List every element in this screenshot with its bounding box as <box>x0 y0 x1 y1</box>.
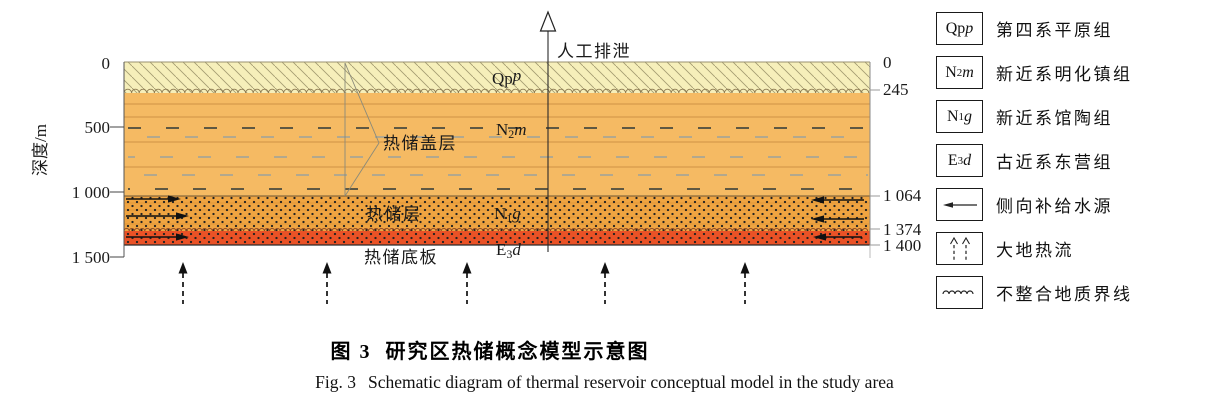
right-tick-245: 245 <box>883 80 909 99</box>
caprock-bracket <box>344 62 380 197</box>
depth-axis-left: 0 500 1 000 1 500 深度/m <box>31 54 124 267</box>
stratum-code-n2m: N2m <box>496 120 527 141</box>
stratum-code-n1g: N1g <box>494 204 521 225</box>
legend-swatch-qpp: Qp p <box>936 12 983 45</box>
left-tick-500: 500 <box>85 118 111 137</box>
legend-item-qpp: Qp p 第四系平原组 <box>936 12 1133 45</box>
legend-item-recharge: 侧向补给水源 <box>936 188 1133 221</box>
legend-label-unconformity: 不整合地质界线 <box>996 285 1133 304</box>
recharge-arrows-right <box>811 196 864 241</box>
right-tick-1374: 1 374 <box>883 220 922 239</box>
stratum-qpp-layer <box>124 61 870 93</box>
right-tick-0: 0 <box>883 53 892 72</box>
legend-label-heatflow: 大地热流 <box>996 241 1074 260</box>
heatflow-arrows <box>178 262 750 304</box>
legend-label-recharge: 侧向补给水源 <box>996 197 1113 216</box>
diagram-frame <box>123 62 871 258</box>
depth-axis-label: 深度/m <box>31 124 50 176</box>
legend-label-e3d: 古近系东营组 <box>996 153 1113 172</box>
stratum-code-qpp: Qpp <box>492 66 521 88</box>
legend-item-unconformity: 不整合地质界线 <box>936 276 1133 309</box>
stratum-e3d-layer <box>124 231 870 246</box>
legend-label-qpp: 第四系平原组 <box>996 21 1113 40</box>
recharge-arrows-left <box>126 195 189 241</box>
cross-section-diagram: 0 500 1 000 1 500 深度/m 0 245 1 064 1 374… <box>31 10 922 304</box>
discharge-arrow <box>539 10 557 252</box>
stratum-n2m-layer <box>124 93 870 196</box>
right-tick-1400: 1 400 <box>883 236 921 255</box>
left-tick-1000: 1 000 <box>72 183 110 202</box>
right-tick-1064: 1 064 <box>883 186 922 205</box>
reservoir-label: 热储层 <box>366 205 422 224</box>
caption-en: Fig. 3 Schematic diagram of thermal reser… <box>315 372 894 392</box>
stratum-code-e3d: E3d <box>496 240 521 261</box>
unconformity-boundary-245 <box>123 88 870 94</box>
left-tick-0: 0 <box>102 54 111 73</box>
caprock-label: 热储盖层 <box>383 134 457 153</box>
legend-label-n1g: 新近系馆陶组 <box>996 109 1113 128</box>
left-arrow-icon <box>936 188 983 221</box>
dashed-up-arrows-icon <box>936 232 983 265</box>
unconformity-boundary-1374 <box>123 228 869 232</box>
wavy-line-icon <box>936 276 983 309</box>
stratum-n1g-layer <box>124 195 870 231</box>
basement-label: 热储底板 <box>364 248 438 267</box>
caption-zh: 图 3 研究区热储概念模型示意图 <box>330 341 650 363</box>
legend-label-n2m: 新近系明化镇组 <box>996 65 1133 84</box>
left-tick-1500: 1 500 <box>72 248 110 267</box>
depth-axis-right: 0 245 1 064 1 374 1 400 <box>870 53 922 255</box>
legend-item-heatflow: 大地热流 <box>936 232 1133 265</box>
discharge-label: 人工排泄 <box>557 42 631 61</box>
